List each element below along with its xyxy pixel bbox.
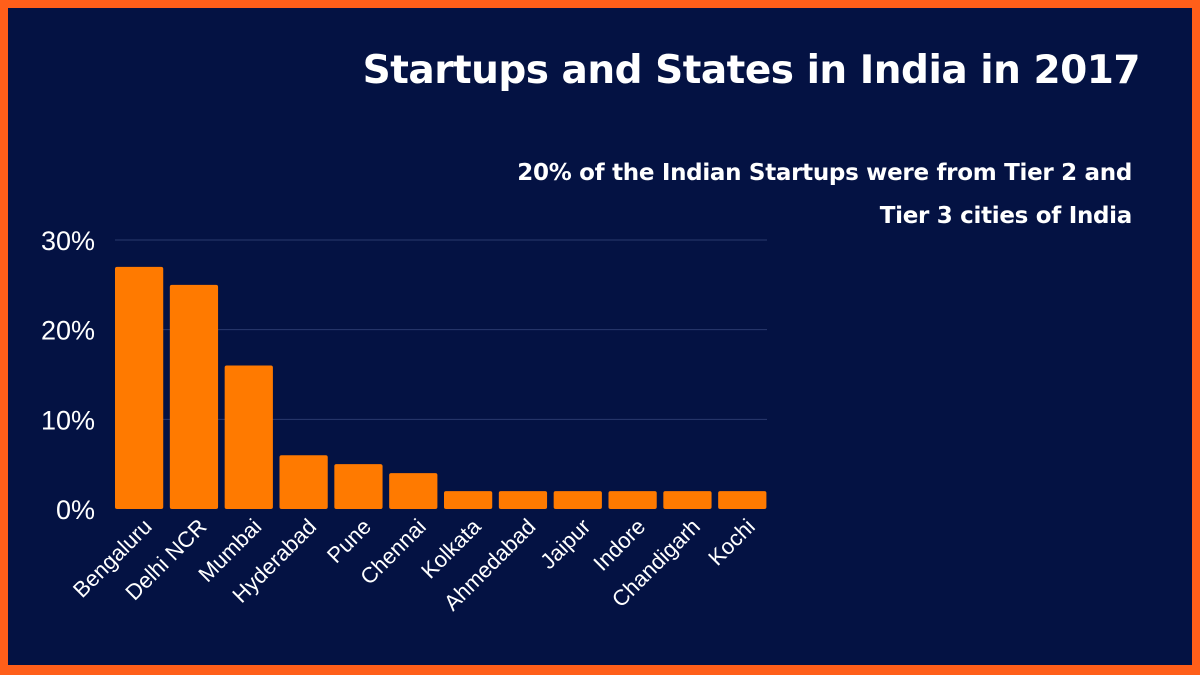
bar-pune: [334, 464, 383, 509]
x-tick-label: Kochi: [703, 514, 760, 571]
x-tick-label: Jaipur: [535, 514, 595, 574]
bar-ahmedabad: [498, 491, 548, 509]
subtitle-line-1: 20% of the Indian Startups were from Tie…: [517, 160, 1132, 186]
subtitle-line-2: Tier 3 cities of India: [879, 203, 1133, 229]
bar-delhi-ncr: [169, 284, 219, 509]
y-tick-label: 30%: [41, 226, 95, 256]
bar-hyderabad: [279, 455, 328, 509]
bar-chandigarh: [663, 491, 712, 509]
bar-chennai: [389, 473, 438, 509]
y-tick-label: 0%: [56, 495, 95, 525]
bar-bengaluru: [115, 266, 164, 509]
bar-kolkata: [444, 491, 493, 509]
bar-jaipur: [553, 491, 602, 509]
chart-subtitle: 20% of the Indian Startups were from Tie…: [517, 152, 1132, 238]
y-tick-label: 20%: [41, 316, 95, 346]
bar-kochi: [718, 491, 767, 509]
bar-mumbai: [224, 365, 273, 509]
chart-title: Startups and States in India in 2017: [362, 48, 1141, 93]
y-tick-label: 10%: [41, 405, 95, 435]
bar-indore: [608, 491, 657, 509]
